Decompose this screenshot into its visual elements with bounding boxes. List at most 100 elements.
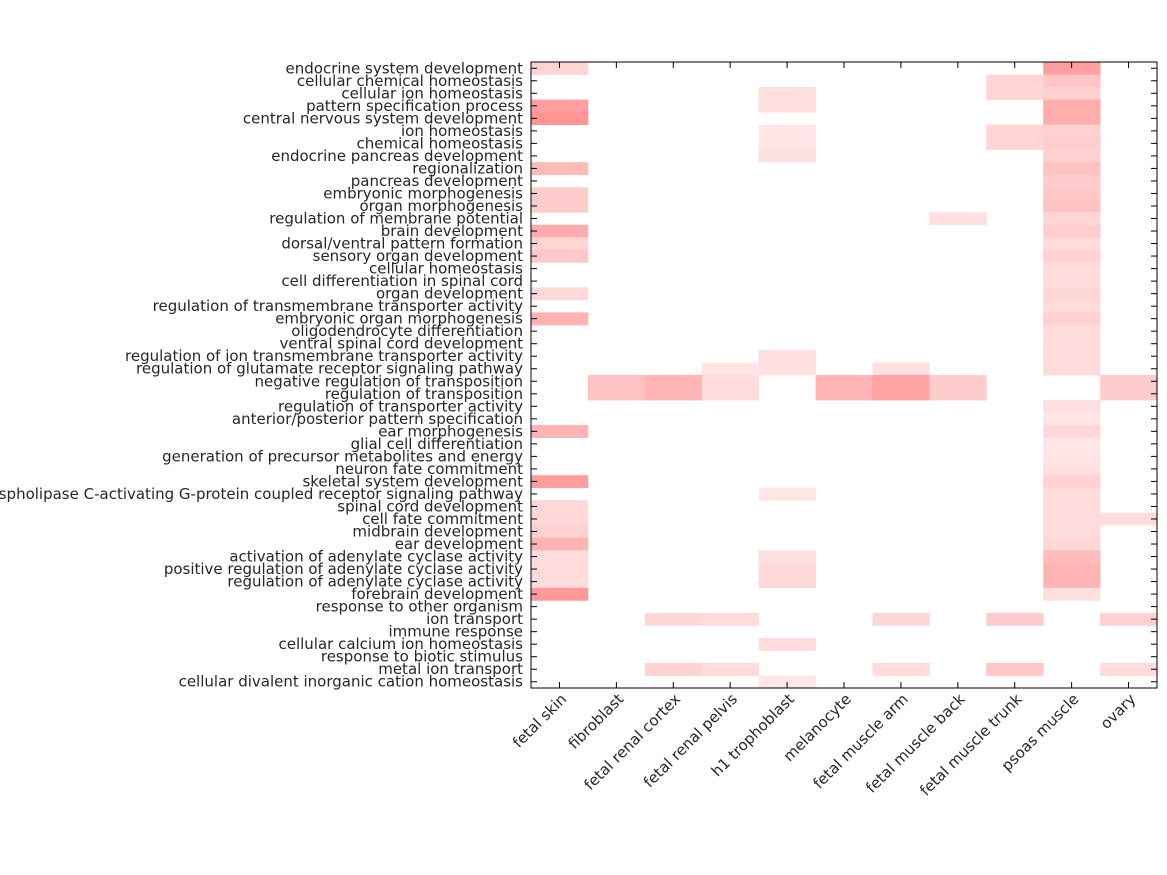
heatmap-cell (531, 187, 589, 201)
heatmap-cell (1043, 575, 1101, 589)
y-tick-label: response to other organism (316, 598, 523, 616)
y-tick-label: ear morphogenesis (378, 422, 523, 440)
y-tick-label: cell differentiation in spinal cord (281, 272, 523, 290)
heatmap-cell (758, 99, 816, 113)
heatmap-cell (1100, 512, 1158, 526)
heatmap-cell (815, 375, 873, 388)
y-tick-label: ion homeostasis (401, 122, 523, 140)
heatmap-cell (986, 137, 1044, 151)
y-tick-label: cellular calcium ion homeostasis (278, 635, 523, 653)
heatmap-cell (1043, 349, 1101, 363)
heatmap-cell (701, 612, 760, 626)
heatmap-cell (701, 662, 760, 676)
heatmap-cell (531, 287, 589, 301)
heatmap-cell (1043, 587, 1101, 601)
heatmap-cell (758, 149, 816, 163)
y-tick-label: chemical homeostasis (356, 134, 523, 152)
heatmap-cells (531, 62, 1158, 689)
heatmap-cell (872, 662, 930, 676)
heatmap-cell (986, 124, 1044, 138)
heatmap-cell (1043, 362, 1101, 376)
heatmap-cell (758, 550, 816, 564)
heatmap-cell (1043, 62, 1101, 75)
heatmap-cell (531, 99, 589, 113)
heatmap-cell (872, 375, 930, 388)
heatmap-cell (531, 312, 589, 326)
y-tick-label: regulation of membrane potential (269, 210, 523, 228)
x-tick-label: fetal renal cortex (580, 690, 684, 794)
y-tick-label: ventral spinal cord development (280, 335, 524, 353)
y-tick-label: regulation of transporter activity (278, 397, 523, 415)
x-tick-label: fetal skin (509, 690, 570, 751)
y-tick-label: endocrine pancreas development (271, 147, 523, 165)
heatmap-cell (1043, 450, 1101, 464)
y-tick-label: regulation of transposition (325, 385, 523, 403)
heatmap-cell (531, 199, 589, 213)
heatmap-cell (758, 487, 816, 501)
heatmap-cell (1043, 412, 1101, 426)
x-tick-label: fetal muscle trunk (916, 690, 1026, 800)
heatmap-cell (1043, 124, 1101, 138)
heatmap-cell (587, 387, 646, 401)
heatmap-cell (1100, 662, 1158, 676)
heatmap-cell (758, 562, 816, 576)
y-tick-label: anterior/posterior pattern specification (232, 410, 523, 428)
heatmap-cell (531, 500, 589, 514)
heatmap-cell (1043, 537, 1101, 551)
y-tick-label: negative regulation of transposition (254, 372, 523, 390)
heatmap-cell (531, 512, 589, 526)
x-tick-label: fetal muscle back (862, 690, 969, 797)
heatmap-cell (758, 124, 816, 138)
heatmap-cell (758, 637, 816, 651)
heatmap-cell (1043, 187, 1101, 201)
y-tick-label: regulation of transmembrane transporter … (153, 297, 523, 315)
heatmap-cell (531, 237, 589, 251)
heatmap-cell (1043, 237, 1101, 251)
heatmap-cell (1043, 324, 1101, 338)
heatmap-cell (1043, 199, 1101, 213)
heatmap-cell (644, 612, 703, 626)
y-tick-label: spinal cord development (337, 497, 523, 515)
heatmap-cell (644, 662, 703, 676)
y-tick-label: regulation of ion transmembrane transpor… (125, 347, 523, 365)
heatmap-cell (531, 62, 589, 75)
y-tick-label: cellular chemical homeostasis (297, 72, 523, 90)
heatmap-cell (1043, 99, 1101, 113)
heatmap-cell (1043, 299, 1101, 313)
y-tick-label: forebrain development (351, 585, 523, 603)
heatmap-cell (758, 349, 816, 363)
x-tick-label: fetal muscle arm (810, 690, 912, 792)
heatmap-cell (929, 212, 987, 226)
heatmap-cell (1043, 87, 1101, 100)
y-tick-label: regulation of adenylate cyclase activity (227, 573, 523, 591)
heatmap-cell (531, 525, 589, 539)
heatmap-cell (1043, 462, 1101, 476)
heatmap-cell (1043, 137, 1101, 151)
heatmap-cell (1100, 375, 1158, 388)
heatmap-cell (986, 612, 1044, 626)
y-tick-label: organ morphogenesis (359, 197, 523, 215)
heatmap-cell (758, 675, 816, 689)
y-tick-label: metal ion transport (378, 660, 523, 678)
heatmap-cell (758, 362, 816, 376)
heatmap-cell (1043, 562, 1101, 576)
heatmap-cell (758, 137, 816, 151)
heatmap-cell (1043, 337, 1101, 351)
heatmap-cell (1043, 475, 1101, 489)
y-tick-label: embryonic organ morphogenesis (275, 310, 523, 328)
y-tick-label: endocrine system development (286, 59, 524, 77)
y-tick-label: cell fate commitment (362, 510, 523, 528)
y-tick-label: neuron fate commitment (335, 460, 523, 478)
heatmap-cell (1043, 174, 1101, 188)
heatmap-cell (986, 662, 1044, 676)
heatmap-cell (1043, 149, 1101, 163)
y-tick-label: glial cell differentiation (351, 435, 523, 453)
heatmap-cell (1043, 512, 1101, 526)
y-tick-label: generation of precursor metabolites and … (162, 447, 523, 465)
heatmap-cell (986, 74, 1044, 88)
heatmap-cell (1043, 262, 1101, 276)
y-tick-label: embryonic morphogenesis (323, 184, 523, 202)
y-tick-label: immune response (388, 623, 523, 641)
